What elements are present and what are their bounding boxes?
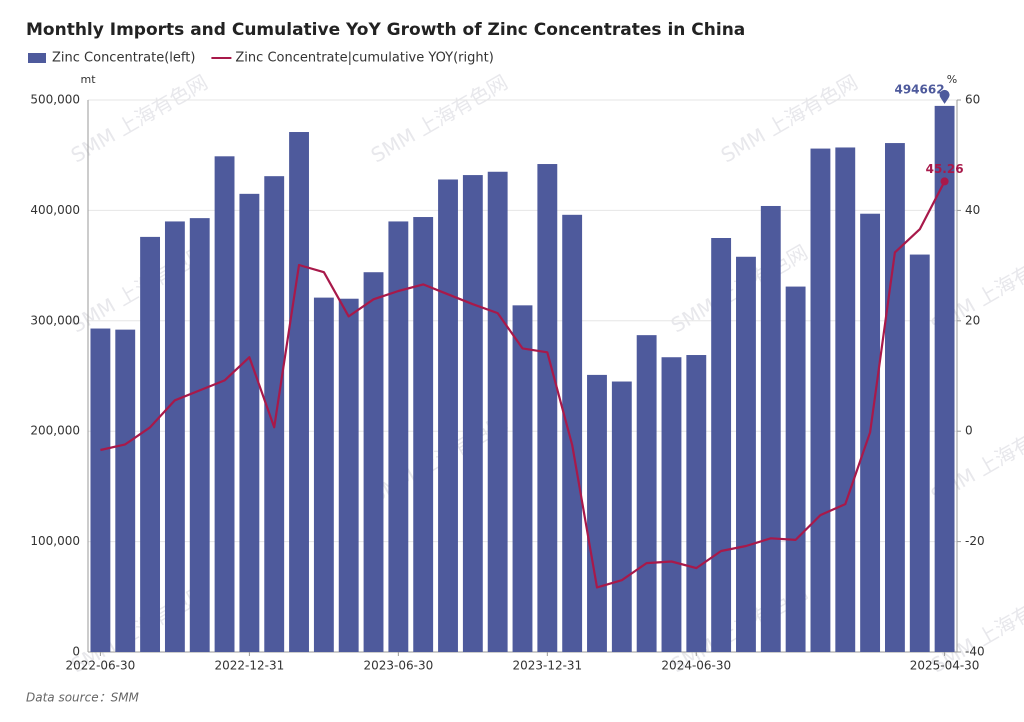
y-tick-label: 400,000 [30,203,80,217]
legend-swatch [28,53,46,63]
y-tick-label: 0 [72,645,80,659]
y-tick-label: 200,000 [30,424,80,438]
bar [413,217,434,653]
legend-label: Zinc Concentrate|cumulative YOY(right) [235,51,493,66]
watermark: SMM 上海有色网 [367,70,512,168]
bar [388,221,409,652]
bar [562,214,583,653]
bar [512,305,533,652]
bar [736,256,756,652]
bar [884,143,905,652]
bar [835,147,856,653]
source: Data source：SMM [26,691,140,705]
bar [611,381,632,652]
x-tick-label: 2025-04-30 [910,659,980,673]
y-unit: mt [80,73,96,86]
bar [239,193,260,652]
bar [711,238,732,652]
bar [810,148,831,653]
x-tick-label: 2024-06-30 [661,659,731,673]
bar [636,335,657,652]
legend-label: Zinc Concentrate(left) [52,51,195,66]
y-tick-label: 100,000 [30,534,80,548]
bar [785,286,806,652]
bar [909,254,930,652]
bar [462,175,483,652]
x-tick-label: 2023-12-31 [512,659,582,673]
x-tick-label: 2022-12-31 [215,659,285,673]
y2-tick-label: 20 [965,313,980,327]
bar [313,297,334,652]
bar [90,328,111,652]
bar [140,236,161,652]
y-tick-label: 500,000 [30,93,80,107]
chart-title: Monthly Imports and Cumulative YoY Growt… [26,20,745,40]
bar [338,298,359,652]
y-tick-label: 300,000 [30,313,80,327]
bar [587,374,607,652]
y2-tick-label: 60 [965,93,980,107]
y2-tick-label: -40 [965,645,985,659]
bar [164,221,185,652]
bar [289,132,309,653]
bar [934,105,955,653]
bar [115,329,136,652]
bar [438,179,458,652]
bar [487,171,508,652]
bar [214,156,235,652]
x-tick-label: 2023-06-30 [363,659,433,673]
bar [363,272,384,652]
x-tick-label: 2022-06-30 [66,659,136,673]
y2-tick-label: 40 [965,203,980,217]
label-pin [939,89,950,104]
point [940,177,949,186]
data-label: 45.26 [926,162,964,176]
data-label: 494662 [894,82,944,96]
line [100,180,946,589]
bar [686,355,707,652]
bar [537,164,558,653]
y2-tick-label: 0 [965,424,973,438]
y2-unit: % [947,73,957,86]
bar [760,205,781,652]
y2-tick-label: -20 [965,534,985,548]
bar [189,218,210,653]
bar [661,357,682,652]
bar [264,176,285,652]
